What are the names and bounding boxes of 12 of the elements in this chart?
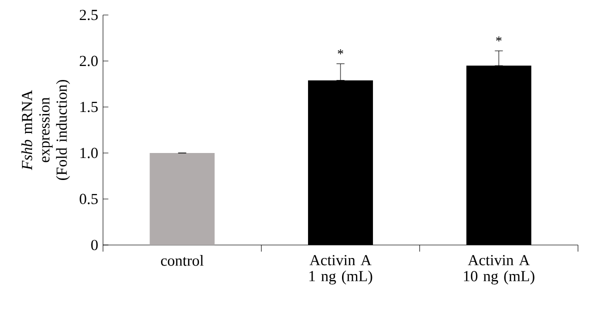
x-tick-label: Activin A 10 ng (mL) bbox=[464, 255, 534, 284]
y-tick-label: 0.5 bbox=[80, 194, 98, 204]
y-tick-label: 0 bbox=[91, 240, 98, 250]
x-tick-label: control bbox=[161, 255, 204, 266]
x-tick-label: Activin A 1 ng (mL) bbox=[309, 255, 372, 284]
y-tick-label: 1.5 bbox=[80, 102, 98, 112]
annotation: * bbox=[338, 49, 344, 54]
y-tick-label: 2.0 bbox=[80, 56, 98, 66]
bar bbox=[150, 152, 215, 245]
annotation: * bbox=[496, 36, 502, 42]
y-tick-label: 1.0 bbox=[80, 148, 98, 158]
y-tick-label: 2.5 bbox=[80, 10, 98, 20]
